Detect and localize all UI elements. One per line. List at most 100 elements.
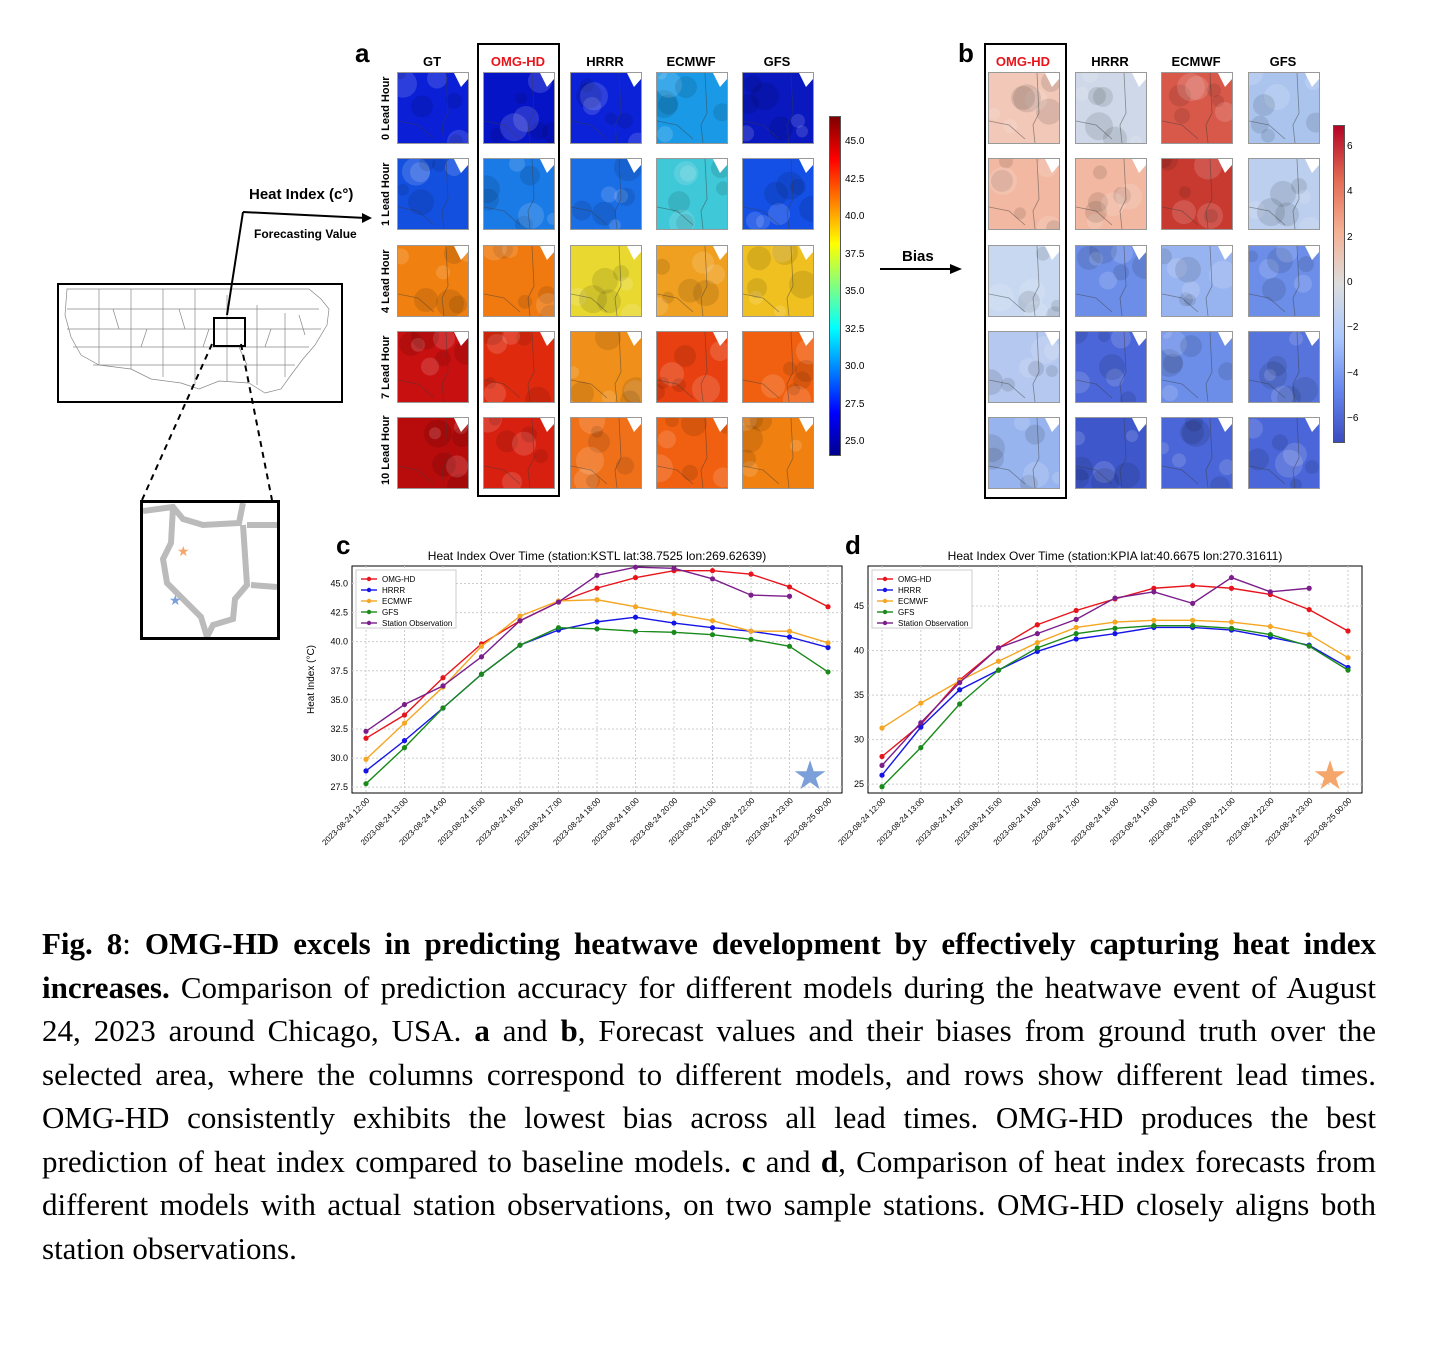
row-header: 0 Lead Hour (380, 76, 392, 140)
data-point (594, 626, 600, 632)
heat-index-label: Heat Index (c°) (249, 186, 354, 203)
colorbar-tick-label: −4 (1347, 367, 1359, 379)
colorbar-tick-label: 37.5 (845, 248, 865, 260)
star-icon: ★ (169, 592, 182, 608)
data-point (1151, 623, 1157, 629)
data-point (671, 629, 677, 635)
y-tick-label: 45 (854, 601, 864, 611)
bias-tile (1248, 158, 1320, 230)
colorbar-tick-label: 30.0 (845, 361, 865, 372)
data-point (517, 613, 523, 619)
data-point (825, 669, 831, 675)
panel-a-letter: a (355, 38, 370, 68)
figure-label: Fig. 8 (42, 926, 123, 961)
heat-tile (570, 72, 642, 144)
data-point (1345, 628, 1351, 634)
bias-tile (1075, 417, 1147, 489)
data-point (478, 654, 485, 660)
colorbar-tick-label: 25.0 (845, 436, 865, 447)
data-point (957, 680, 963, 686)
data-point (709, 568, 716, 574)
legend-entry: HRRR (898, 586, 921, 595)
data-point (918, 724, 924, 730)
bias-tile (1075, 245, 1147, 317)
data-point (1034, 622, 1040, 628)
bias-tile (1075, 158, 1147, 230)
data-point (401, 738, 408, 744)
bias-label: Bias (902, 248, 934, 265)
data-point (748, 592, 754, 598)
column-header: OMG-HD (490, 54, 546, 69)
data-point (1073, 636, 1079, 642)
data-point (632, 614, 639, 620)
caption-text-2: , Forecast values and their biases from … (42, 1013, 1376, 1179)
column-header: GT (422, 54, 442, 69)
data-point (1073, 616, 1079, 623)
data-point (632, 628, 639, 634)
heat-tile (397, 72, 469, 144)
data-point (1073, 631, 1079, 637)
data-point (879, 772, 885, 778)
column-header: GFS (1269, 54, 1297, 69)
legend-entry: OMG-HD (382, 575, 416, 584)
data-point (363, 728, 369, 734)
data-point (709, 618, 716, 624)
heat-tile (570, 417, 642, 489)
data-point (632, 564, 639, 570)
legend-entry: GFS (382, 608, 398, 617)
legend-marker (366, 609, 372, 615)
y-tick-label: 27.5 (330, 782, 348, 792)
row-header: 10 Lead Hour (380, 415, 392, 485)
heat-tile (483, 331, 555, 403)
data-point (1112, 625, 1118, 631)
star-icon: ★ (792, 754, 828, 798)
column-header: HRRR (586, 54, 624, 69)
colorbar-tick-label: 35.0 (845, 286, 865, 297)
bias-tile (1161, 245, 1233, 317)
heat-tile (656, 417, 728, 489)
data-point (995, 645, 1002, 651)
colorbar-b (1333, 125, 1345, 443)
data-point (1345, 667, 1351, 673)
bias-tile (1161, 158, 1233, 230)
heat-tile (742, 158, 814, 230)
legend-marker (882, 576, 888, 582)
data-point (517, 618, 523, 624)
data-point (363, 781, 369, 787)
column-header: ECMWF (1171, 54, 1221, 69)
heat-tile (397, 245, 469, 317)
heat-tile (397, 417, 469, 489)
data-point (709, 632, 716, 638)
data-point (478, 643, 485, 649)
row-header: 1 Lead Hour (380, 162, 392, 226)
figure-caption: Fig. 8: OMG-HD excels in predicting heat… (42, 922, 1376, 1270)
bias-tile (1075, 72, 1147, 144)
chart-title: Heat Index Over Time (station:KPIA lat:4… (948, 549, 1283, 563)
omg-hd-highlight-frame-a (477, 43, 560, 497)
data-point (1267, 623, 1273, 630)
data-point (594, 597, 600, 603)
y-tick-label: 40.0 (330, 637, 348, 647)
legend-entry: GFS (898, 608, 914, 617)
panel-c-letter: c (336, 530, 351, 560)
data-point (1112, 619, 1118, 625)
legend-entry: ECMWF (382, 597, 412, 606)
data-point (1151, 589, 1157, 595)
colorbar-tick-label: −2 (1347, 322, 1359, 334)
heat-tile (656, 245, 728, 317)
data-point (1151, 585, 1157, 591)
inset-map: ★ ★ (140, 500, 280, 640)
data-point (786, 643, 793, 649)
data-point (1034, 631, 1040, 637)
row-header: 4 Lead Hour (380, 249, 392, 313)
bias-tile (1248, 331, 1320, 403)
data-point (555, 625, 562, 631)
colorbar-a (829, 116, 841, 456)
row-header: 7 Lead Hour (380, 335, 392, 399)
data-point (1345, 655, 1351, 661)
data-point (555, 599, 562, 605)
bias-tile (1161, 331, 1233, 403)
y-tick-label: 42.5 (330, 608, 348, 618)
data-point (440, 683, 446, 689)
colorbar-tick-label: 45.0 (845, 136, 865, 147)
